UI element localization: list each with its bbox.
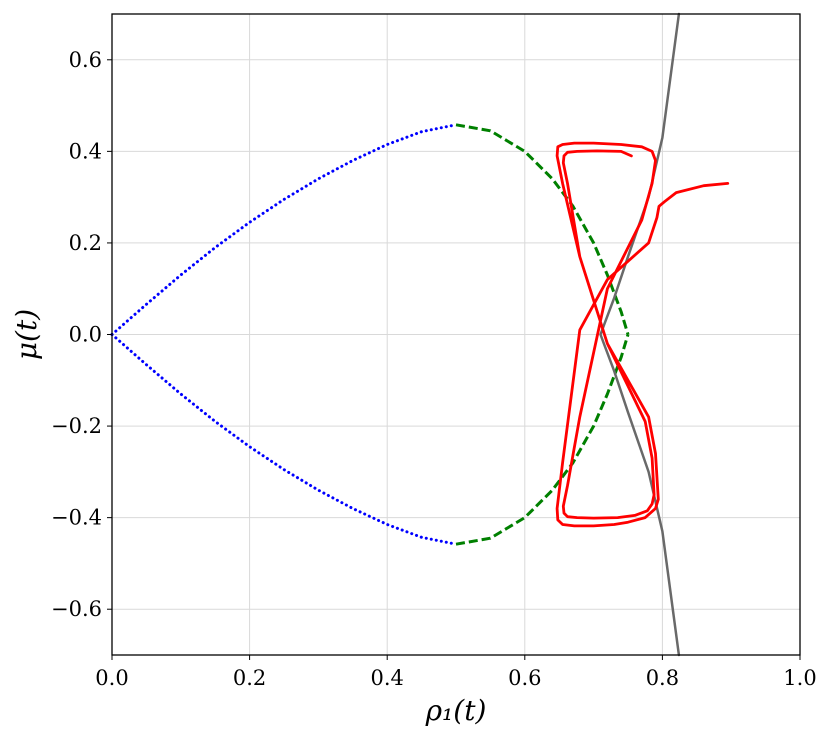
y-tick-label: 0.0 xyxy=(69,323,102,347)
y-tick-label: 0.4 xyxy=(69,139,102,163)
x-tick-label: 0.2 xyxy=(233,666,266,690)
x-tick-label: 1.0 xyxy=(783,666,816,690)
y-tick-label: 0.6 xyxy=(69,48,102,72)
y-tick-label: 0.2 xyxy=(69,231,102,255)
y-tick-label: −0.4 xyxy=(51,506,102,530)
y-tick-label: −0.6 xyxy=(51,597,102,621)
series-line-2 xyxy=(455,123,630,335)
y-axis-label: μ(t) xyxy=(10,309,43,360)
x-tick-label: 0.0 xyxy=(95,666,128,690)
series-line-5 xyxy=(555,141,730,528)
y-tick-label: −0.2 xyxy=(51,414,102,438)
x-tick-label: 0.8 xyxy=(646,666,679,690)
x-tick-label: 0.6 xyxy=(508,666,541,690)
x-axis-label: ρ₁(t) xyxy=(425,694,487,727)
x-tick-label: 0.4 xyxy=(370,666,403,690)
series-line-0 xyxy=(110,123,458,336)
series-line-1 xyxy=(110,333,458,546)
ticks: 0.0 0.2 0.4 0.6 0.8 1.0 0.6 0.4 0.2 0.0 −0.2 −0.4 −0… xyxy=(51,48,817,690)
series-group xyxy=(110,12,730,657)
